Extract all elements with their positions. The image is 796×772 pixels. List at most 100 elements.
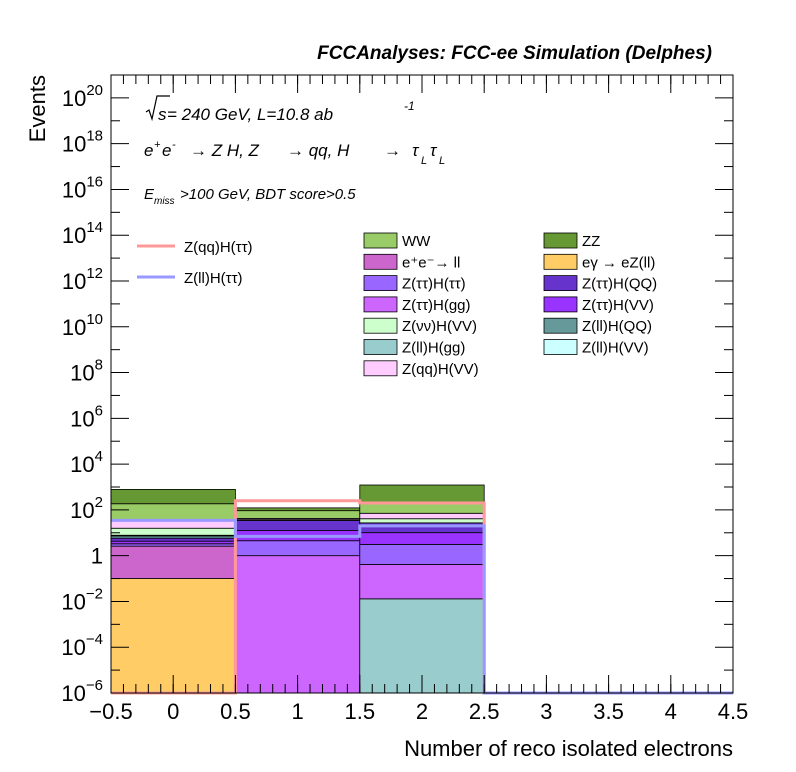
sqrt-s-text: s <box>158 105 167 124</box>
bar-z-h-bin-2 <box>359 543 485 565</box>
x-tick-label: 0.5 <box>220 699 251 724</box>
bar-z-h-vv-bin-2 <box>359 518 485 524</box>
bar-z-h-vv-bin-2 <box>359 532 485 545</box>
bar-z-h-bin-1 <box>234 540 361 557</box>
bar-e-e-ll-bin-0 <box>110 545 236 579</box>
legend-swatch-zz <box>543 232 578 249</box>
bar-zz-bin-2 <box>359 484 485 503</box>
bar-zz-bin-1 <box>234 507 361 512</box>
process-arrow-3: → <box>384 141 401 160</box>
y-tick-label: 108 <box>70 357 103 386</box>
legend-label-z-ll-h: Z(ll)H(ττ) <box>184 270 243 287</box>
legend-label-z-ll-h-vv: Z(ll)H(VV) <box>582 340 649 357</box>
process-e2: e <box>162 141 171 160</box>
process-plus: + <box>154 139 161 151</box>
legend-label-z-h-vv: Z(νν)H(VV) <box>402 318 477 335</box>
legend-label-e-e-ll: e⁺e⁻→ ll <box>402 254 460 271</box>
x-tick-label: −0.5 <box>89 699 132 724</box>
bar-z-h-qq-bin-2 <box>359 522 485 534</box>
x-tick-label: 1 <box>291 699 303 724</box>
y-tick-label: 1 <box>91 544 103 569</box>
process-sub-1: L <box>421 155 427 167</box>
lumi-exponent: -1 <box>404 99 415 113</box>
bar-z-h-qq-bin-0 <box>110 537 236 542</box>
legend-label-ww: WW <box>402 233 431 250</box>
energy-lumi-text: = 240 GeV, L=10.8 ab <box>167 105 333 124</box>
x-tick-label: 2 <box>416 699 428 724</box>
legend-swatch-z-ll-h-gg <box>363 339 398 355</box>
legend-swatch-z-ll-h-qq <box>543 317 578 334</box>
bar-zz-bin-0 <box>110 488 236 505</box>
y-tick-label: 1012 <box>62 265 103 294</box>
cut-e: E <box>144 186 155 203</box>
process-text-1: → Z H, Z <box>190 141 260 160</box>
annotation-process: e + e - → Z H, Z → qq, H → τ L τ L <box>144 139 445 167</box>
y-tick-label: 10−2 <box>61 585 103 614</box>
y-tick-label: 1010 <box>62 311 103 340</box>
bar-z-h-gg-bin-1 <box>234 555 361 694</box>
x-tick-label: 2.5 <box>469 699 500 724</box>
y-tick-label: 10−4 <box>61 631 103 660</box>
legend-swatch-z-h-qq <box>543 275 578 292</box>
legend-label-z-ll-h-gg: Z(ll)H(gg) <box>402 340 465 357</box>
legend-label-z-h-vv: Z(ττ)H(VV) <box>582 297 654 314</box>
cut-rest: >100 GeV, BDT score>0.5 <box>180 186 356 203</box>
bar-z-qq-h-vv-bin-2 <box>359 512 485 520</box>
annotation-energy: s = 240 GeV, L=10.8 ab -1 <box>145 95 415 124</box>
x-axis-title: Number of reco isolated electrons <box>404 736 733 761</box>
x-tick-label: 4.5 <box>718 699 749 724</box>
legend-swatch-z-ll-h-vv <box>543 339 578 355</box>
y-tick-label: 106 <box>70 402 103 431</box>
y-tick-label: 104 <box>70 448 103 477</box>
legend-swatch-z-qq-h-vv <box>363 360 398 377</box>
stacked-histogram <box>110 484 485 694</box>
legend-label-z-h-gg: Z(ττ)H(gg) <box>402 297 471 314</box>
y-tick-label: 1020 <box>62 82 103 111</box>
legend-swatch-ww <box>363 232 398 249</box>
y-tick-label: 102 <box>70 494 103 523</box>
process-e1: e <box>144 141 153 160</box>
process-tau-2: τ <box>430 141 438 160</box>
legend-signal: Z(qq)H(ττ) Z(ll)H(ττ) <box>137 239 253 287</box>
bar-ww-bin-1 <box>234 510 361 519</box>
axes: −0.5 0 0.5 1 1.5 2 2.5 3 3.5 4 4.5 10−6 10−4 10−2 1 102… <box>61 74 749 724</box>
legend-label-e-ez-ll: eγ → eZ(ll) <box>582 254 655 271</box>
x-tick-label: 4 <box>665 699 677 724</box>
sqrt-symbol <box>145 95 170 122</box>
legend-swatch-z-h-vv <box>363 317 398 334</box>
legend-label-z-qq-h: Z(qq)H(ττ) <box>184 239 253 256</box>
annotation-cut: E miss >100 GeV, BDT score>0.5 <box>144 186 356 207</box>
bar-z-h-gg-bin-2 <box>359 564 485 600</box>
y-tick-label: 1018 <box>62 128 103 157</box>
cut-sub: miss <box>154 196 175 207</box>
chart-header: FCCAnalyses: FCC-ee Simulation (Delphes) <box>317 43 712 64</box>
legend-background: WW e⁺e⁻→ ll Z(ττ)H(ττ) Z(ττ)H(gg) Z(νν)H(VV)… <box>363 232 657 378</box>
y-tick-label: 1016 <box>62 173 103 202</box>
legend-label-zz: ZZ <box>582 233 600 250</box>
y-tick-label: 10−6 <box>61 677 103 706</box>
x-tick-label: 3 <box>540 699 552 724</box>
legend-label-z-h: Z(ττ)H(ττ) <box>402 276 466 293</box>
process-sub-2: L <box>439 155 445 167</box>
x-tick-label: 1.5 <box>345 699 376 724</box>
process-text-2: → qq, H <box>287 141 350 160</box>
legend-swatch-z-h <box>363 275 398 292</box>
legend-label-z-h-qq: Z(ττ)H(QQ) <box>582 276 657 293</box>
legend-label-z-ll-h-qq: Z(ll)H(QQ) <box>582 318 652 335</box>
legend-swatch-z-h-vv <box>543 296 578 313</box>
bar-e-ez-ll-bin-0 <box>110 578 236 694</box>
process-tau-1: τ <box>412 141 420 160</box>
x-tick-label: 3.5 <box>593 699 624 724</box>
legend-swatch-e-ez-ll <box>543 253 578 270</box>
legend-swatch-e-e-ll <box>363 253 398 270</box>
process-minus: - <box>172 139 176 151</box>
y-tick-label: 1014 <box>62 219 103 248</box>
legend-label-z-qq-h-vv: Z(qq)H(VV) <box>402 361 479 378</box>
bar-z-h-qq-bin-1 <box>234 520 361 531</box>
bar-z-h-vv-bin-0 <box>110 527 236 536</box>
legend-swatch-z-h-gg <box>363 296 398 313</box>
bar-ww-bin-0 <box>110 503 236 521</box>
y-axis-title: Events <box>25 75 50 142</box>
x-tick-label: 0 <box>167 699 179 724</box>
